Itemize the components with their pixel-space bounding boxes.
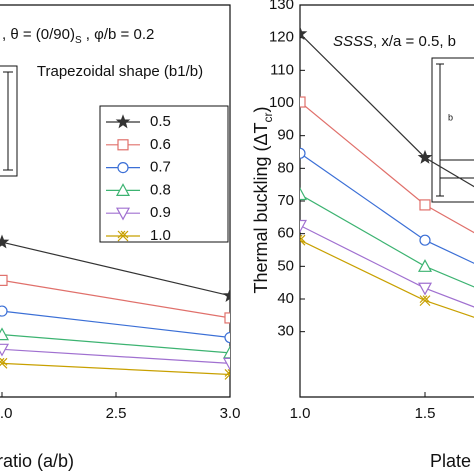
y-tick-label: 70 xyxy=(277,192,294,209)
svg-text:b: b xyxy=(448,112,453,122)
y-tick-label: 80 xyxy=(277,159,294,176)
marker xyxy=(115,114,131,129)
marker xyxy=(419,234,431,246)
annotation-part: , φ/b = 0.2 xyxy=(82,26,155,43)
marker xyxy=(224,331,230,344)
marker xyxy=(0,234,10,249)
x-tick-label: 1.5 xyxy=(415,405,436,422)
plot-area xyxy=(0,234,230,380)
legend-label: 1.0 xyxy=(150,227,171,244)
series-line xyxy=(1,241,230,297)
x-axis-label: Plate xyxy=(430,451,471,471)
y-tick-label: 60 xyxy=(277,225,294,242)
inset-sketch: b xyxy=(431,57,474,203)
legend-marker xyxy=(115,183,131,196)
plot-area xyxy=(300,25,474,318)
legend-marker xyxy=(115,207,131,221)
y-tick-label: 110 xyxy=(270,61,294,78)
marker xyxy=(0,343,10,357)
legend-title: Trapezoidal shape (b1/b) xyxy=(37,63,203,80)
y-axis-label-part: cr xyxy=(261,112,275,122)
marker xyxy=(300,187,308,201)
series-line xyxy=(1,310,230,339)
marker xyxy=(0,357,8,369)
marker xyxy=(222,357,230,371)
inset-sketch xyxy=(0,65,18,177)
y-tick-label: 100 xyxy=(269,94,294,111)
marker xyxy=(419,295,431,307)
annotation-part: , x/a = 0.5, b xyxy=(373,33,456,50)
marker xyxy=(417,149,433,164)
y-tick-label: 40 xyxy=(277,290,294,307)
marker xyxy=(0,274,8,286)
legend-marker xyxy=(117,162,129,174)
marker xyxy=(115,183,131,196)
marker xyxy=(222,287,230,303)
marker xyxy=(117,230,129,242)
marker xyxy=(300,219,308,233)
marker xyxy=(300,96,306,108)
annotation-part: , θ = (0/90) xyxy=(2,26,75,43)
marker xyxy=(417,259,433,272)
legend-label: 0.9 xyxy=(150,204,171,221)
series-line xyxy=(300,224,474,308)
marker xyxy=(419,199,431,211)
legend-label: 0.8 xyxy=(150,181,171,198)
series-line xyxy=(1,348,230,364)
y-tick-label: 120 xyxy=(269,29,294,46)
y-axis-label-part: ) xyxy=(251,106,271,112)
legend-marker xyxy=(117,139,129,151)
y-tick-label: 30 xyxy=(277,323,294,340)
marker xyxy=(117,139,129,151)
marker xyxy=(417,282,433,296)
marker xyxy=(0,327,10,341)
marker xyxy=(222,345,230,359)
y-axis-label-part: Thermal buckling (ΔT xyxy=(251,122,271,293)
x-tick-label: 1.0 xyxy=(290,405,311,422)
annotation-part: S xyxy=(75,35,82,46)
legend-marker xyxy=(115,114,131,129)
annotation: SSSS, x/a = 0.5, b xyxy=(333,33,456,50)
legend-marker xyxy=(117,230,129,242)
legend-label: 0.6 xyxy=(150,136,171,153)
series-line xyxy=(1,362,230,376)
marker xyxy=(300,147,306,159)
marker xyxy=(224,312,230,324)
y-tick-label: 130 xyxy=(269,0,294,13)
x-tick-label: 3.0 xyxy=(220,405,241,422)
marker xyxy=(115,207,131,221)
annotation: , θ = (0/90)S , φ/b = 0.2 xyxy=(2,26,154,46)
series-line xyxy=(300,239,474,318)
series-line xyxy=(300,193,474,288)
marker xyxy=(0,305,8,317)
series-line xyxy=(1,279,230,319)
plot-frame xyxy=(0,4,231,398)
legend-label: 0.7 xyxy=(150,159,171,176)
x-axis-label: ratio (a/b) xyxy=(0,451,74,471)
annotation-part: SSSS xyxy=(333,33,373,50)
y-tick-label: 90 xyxy=(277,127,294,144)
marker xyxy=(117,162,129,174)
x-tick-label: 2.5 xyxy=(106,405,127,422)
legend-label: 0.5 xyxy=(150,113,171,130)
y-tick-label: 50 xyxy=(277,257,294,274)
legend-box xyxy=(99,105,229,243)
x-tick-label: 2.0 xyxy=(0,405,12,422)
series-line xyxy=(1,334,230,354)
y-axis-label: Thermal buckling (ΔTcr) xyxy=(251,106,275,293)
marker xyxy=(300,25,308,41)
